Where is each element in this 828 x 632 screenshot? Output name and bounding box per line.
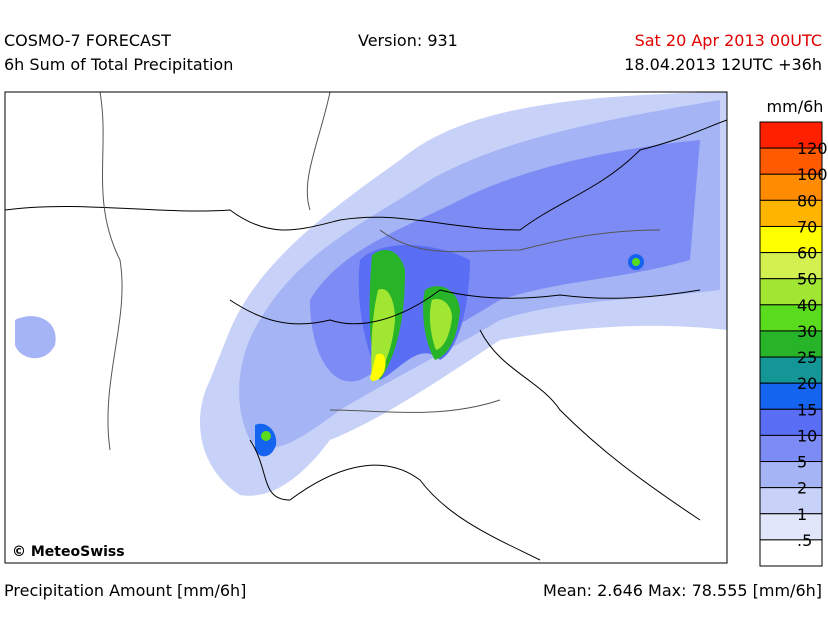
legend-label: 2: [797, 479, 807, 498]
legend-swatch: [759, 147, 823, 175]
footer-left: Precipitation Amount [mm/6h]: [4, 581, 246, 600]
run-time: 18.04.2013 12UTC +36h: [624, 55, 822, 74]
legend-label: 25: [797, 348, 817, 367]
legend-label: 30: [797, 322, 817, 341]
legend-swatch: [759, 173, 823, 201]
legend-swatch: [759, 356, 823, 384]
legend-label: 50: [797, 270, 817, 289]
subtitle: 6h Sum of Total Precipitation: [4, 55, 233, 74]
legend-label: 10: [797, 426, 817, 445]
legend-label: 5: [797, 453, 807, 472]
legend-label: 40: [797, 296, 817, 315]
map: © MeteoSwiss: [4, 91, 728, 564]
legend-swatch: [759, 225, 823, 254]
legend-swatch: [759, 408, 823, 436]
legend-swatch: [759, 434, 823, 463]
legend-swatch: [759, 278, 823, 306]
legend-swatch: [759, 539, 823, 567]
legend-label: 70: [797, 217, 817, 236]
valid-time: Sat 20 Apr 2013 00UTC: [635, 31, 822, 50]
copyright: © MeteoSwiss: [12, 544, 125, 560]
legend-label: 80: [797, 191, 817, 210]
footer-right: Mean: 2.646 Max: 78.555 [mm/6h]: [543, 581, 822, 600]
legend-swatch: [759, 461, 823, 489]
legend-label: 60: [797, 244, 817, 263]
legend-swatch: [759, 252, 823, 280]
legend-label: 15: [797, 400, 817, 419]
legend-label: 1: [797, 505, 807, 524]
legend-label: 120: [797, 139, 828, 158]
legend-swatch: [759, 487, 823, 515]
legend-swatch: [759, 304, 823, 332]
legend-label: 100: [797, 165, 828, 184]
legend-label: 20: [797, 374, 817, 393]
legend: 120 100 80 70 60 50 40 30 25 20 15 10 5 2 1 .5: [759, 121, 828, 567]
title: COSMO-7 FORECAST: [4, 31, 171, 50]
legend-swatch: [759, 513, 823, 541]
legend-unit: mm/6h: [767, 97, 824, 116]
legend-label: .5: [797, 531, 812, 550]
version: Version: 931: [358, 31, 458, 50]
